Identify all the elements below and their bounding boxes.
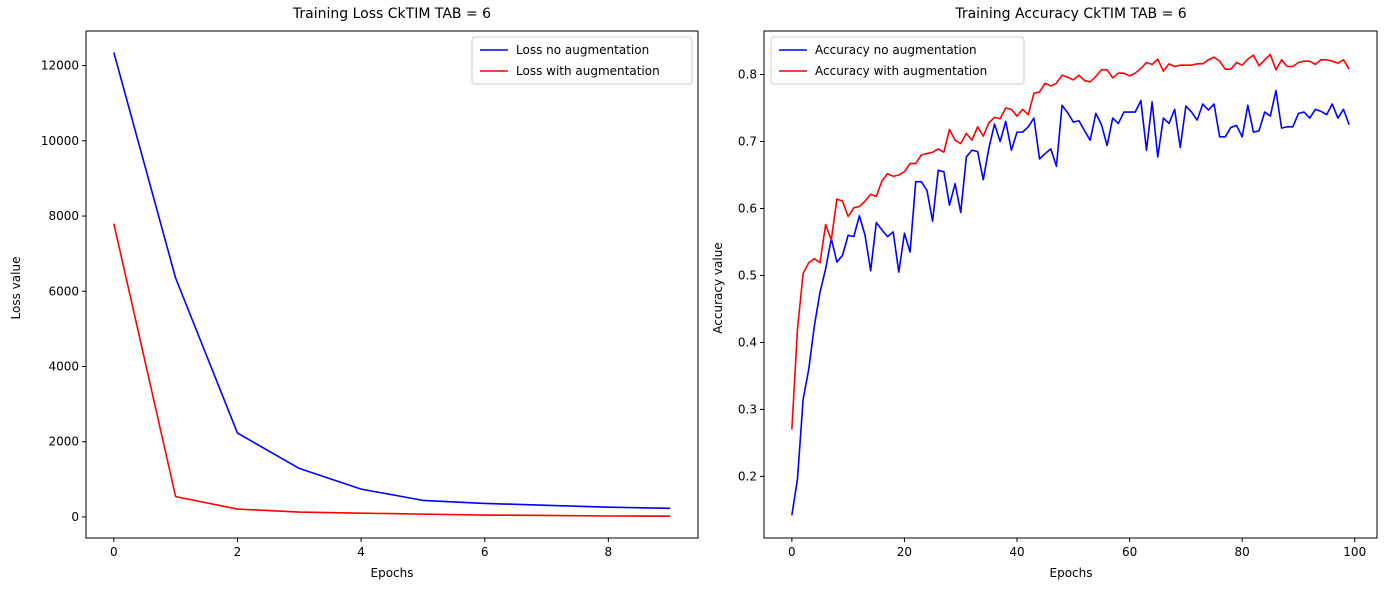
accuracy-chart-ticks: 0 20 40 60 80 100 0.2 0.3 0.4 0.5 0.6 0.7 0.8 [738,68,1366,559]
loss-chart-title: Training Loss CkTIM TAB = 6 [292,6,491,22]
accuracy-chart-series [791,53,1350,516]
accuracy-chart: Training Accuracy CkTIM TAB = 6 Epochs A… [711,6,1378,580]
loss-chart-ylabel: Loss value [9,257,23,320]
accuracy-legend-label: Accuracy no augmentation [815,43,977,57]
accuracy-x-tick-label: 80 [1235,545,1250,559]
accuracy-y-tick-label: 0.5 [738,268,757,282]
loss-y-tick-label: 2000 [48,435,79,449]
accuracy-y-tick-label: 0.4 [738,335,757,349]
accuracy-x-tick-label: 20 [897,545,912,559]
accuracy-legend-label: Accuracy with augmentation [815,64,987,78]
loss-legend-box [471,36,693,85]
accuracy-chart-title: Training Accuracy CkTIM TAB = 6 [954,6,1186,22]
loss-x-tick-label: 8 [605,545,613,559]
loss-series-line-1 [113,223,671,517]
accuracy-chart-legend: Accuracy no augmentation Accuracy with au… [770,36,1025,85]
loss-x-tick-label: 6 [481,545,489,559]
loss-chart: Training Loss CkTIM TAB = 6 Epochs Loss … [9,6,699,580]
accuracy-y-tick-label: 0.7 [738,135,757,149]
loss-x-tick-label: 4 [357,545,365,559]
accuracy-x-tick-label: 0 [788,545,796,559]
loss-x-tick-label: 2 [234,545,242,559]
accuracy-chart-xlabel: Epochs [1050,566,1093,580]
loss-y-tick-label: 4000 [48,359,79,373]
loss-y-tick-label: 6000 [48,284,79,298]
accuracy-x-tick-label: 40 [1009,545,1024,559]
loss-y-tick-label: 0 [71,510,79,524]
loss-x-tick-label: 0 [110,545,118,559]
loss-chart-legend: Loss no augmentation Loss with augmentati… [471,36,693,85]
loss-y-tick-label: 12000 [41,59,79,73]
accuracy-series-line-1 [791,53,1350,430]
accuracy-y-tick-label: 0.8 [738,68,757,82]
loss-chart-xlabel: Epochs [371,566,414,580]
accuracy-chart-frame [763,30,1378,539]
loss-series-line-0 [113,52,671,510]
accuracy-legend-box [770,36,1025,85]
loss-y-tick-label: 10000 [41,134,79,148]
accuracy-y-tick-label: 0.6 [738,201,757,215]
accuracy-x-tick-label: 100 [1343,545,1366,559]
loss-legend-label: Loss with augmentation [516,64,660,78]
accuracy-y-tick-label: 0.3 [738,402,757,416]
accuracy-y-tick-label: 0.2 [738,469,757,483]
loss-chart-frame [85,30,699,539]
accuracy-series-line-0 [791,89,1350,516]
loss-legend-label: Loss no augmentation [516,43,649,57]
accuracy-chart-ylabel: Accuracy value [711,242,725,333]
loss-chart-series [113,52,671,517]
loss-y-tick-label: 8000 [48,209,79,223]
accuracy-x-tick-label: 60 [1122,545,1137,559]
loss-chart-ticks: 0 2 4 6 8 0 2000 4000 6000 8000 10000 12000 [41,59,612,559]
